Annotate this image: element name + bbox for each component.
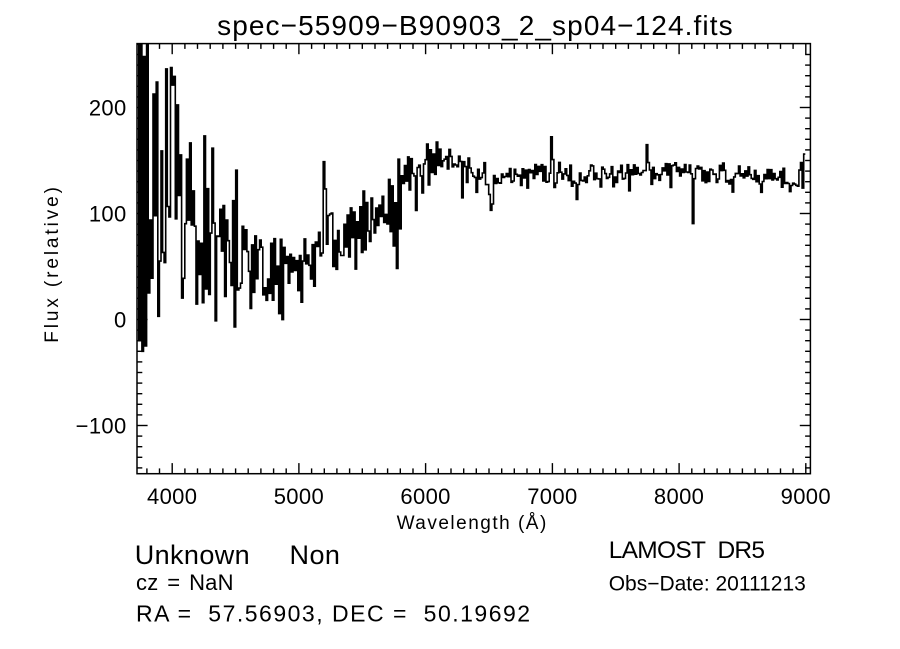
svg-text:0: 0 (114, 308, 127, 333)
svg-text:RA = 57.56903, DEC = 50.1969: RA = 57.56903, DEC = 50.19692 (136, 601, 532, 627)
svg-text:Wavelength (Å): Wavelength (Å) (397, 513, 548, 534)
svg-text:Flux (relative): Flux (relative) (42, 184, 63, 343)
svg-text:LAMOST DR5: LAMOST DR5 (609, 537, 765, 564)
svg-text:Obs−Date: 20111213: Obs−Date: 20111213 (609, 573, 806, 596)
svg-text:−100: −100 (76, 414, 127, 439)
svg-text:6000: 6000 (400, 484, 450, 509)
svg-text:9000: 9000 (781, 484, 831, 509)
svg-text:4000: 4000 (147, 484, 197, 509)
svg-text:Unknown Non: Unknown Non (135, 540, 341, 570)
svg-text:100: 100 (89, 202, 127, 227)
svg-text:8000: 8000 (654, 484, 704, 509)
svg-text:cz = NaN: cz = NaN (136, 570, 234, 595)
svg-text:spec−55909−B90903_2_sp04−124.f: spec−55909−B90903_2_sp04−124.fits (217, 10, 734, 41)
svg-text:5000: 5000 (274, 484, 324, 509)
svg-text:200: 200 (89, 96, 127, 121)
svg-text:7000: 7000 (527, 484, 577, 509)
